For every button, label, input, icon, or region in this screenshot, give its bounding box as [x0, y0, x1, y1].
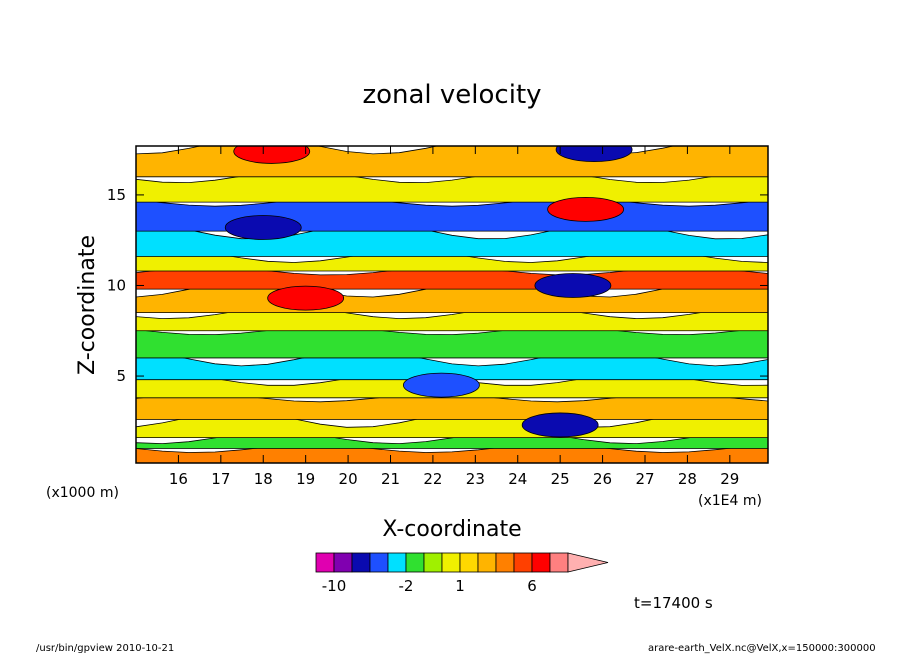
y-tick-label: 10 — [107, 276, 126, 294]
contour-core — [534, 273, 612, 298]
contour-core — [555, 146, 633, 163]
x-tick-label: 19 — [296, 470, 315, 488]
contour-core — [267, 285, 345, 311]
colorbar-label: -2 — [399, 577, 414, 595]
x-tick-label: 17 — [211, 470, 230, 488]
colorbar-arrow — [567, 552, 609, 573]
y-unit-label: (x1000 m) — [46, 485, 119, 501]
colorbar-label: 1 — [455, 577, 465, 595]
x-tick-label: 26 — [593, 470, 612, 488]
contour-band — [136, 326, 768, 359]
colorbar-cell — [441, 552, 461, 573]
plot-area — [136, 146, 768, 463]
colorbar-cell — [513, 552, 533, 573]
x-tick-label: 25 — [551, 470, 570, 488]
colorbar-cell — [315, 552, 335, 573]
footer-left: /usr/bin/gpview 2010-10-21 — [36, 643, 174, 654]
x-tick-label: 21 — [381, 470, 400, 488]
colorbar-cell — [459, 552, 479, 573]
contour-core — [547, 196, 625, 222]
x-tick-label: 29 — [720, 470, 739, 488]
x-unit-label: (x1E4 m) — [698, 493, 762, 509]
x-tick-label: 20 — [339, 470, 358, 488]
x-tick-label: 28 — [678, 470, 697, 488]
colorbar-cell — [405, 552, 425, 573]
contour-core — [402, 372, 480, 398]
contour-band — [136, 146, 768, 178]
x-tick-label: 16 — [169, 470, 188, 488]
contour-band — [136, 170, 768, 203]
y-axis-label: Z-coordinate — [75, 235, 100, 375]
colorbar-cell — [531, 552, 551, 573]
colorbar-label: -10 — [322, 577, 347, 595]
y-axis: 5 10 15 — [107, 186, 768, 385]
time-label: t=17400 s — [634, 594, 713, 612]
contour-core — [521, 412, 599, 438]
x-axis-label: X-coordinate — [382, 517, 521, 542]
contour-core — [224, 215, 302, 240]
colorbar-cell — [477, 552, 497, 573]
y-tick-label: 15 — [107, 186, 126, 204]
colorbar: -10 -2 1 6 — [315, 552, 609, 595]
colorbar-cell — [351, 552, 371, 573]
colorbar-cell — [549, 552, 569, 573]
colorbar-cell — [333, 552, 353, 573]
x-tick-label: 23 — [466, 470, 485, 488]
contour-band — [136, 444, 768, 463]
x-axis: 16 17 18 19 20 21 22 23 24 25 26 27 28 29 — [169, 146, 739, 488]
colorbar-cell — [369, 552, 389, 573]
y-tick-label: 5 — [116, 367, 126, 385]
chart-title: zonal velocity — [362, 80, 541, 110]
colorbar-cell — [423, 552, 443, 573]
colorbar-label: 6 — [527, 577, 537, 595]
colorbar-cell — [387, 552, 407, 573]
contour-core — [233, 146, 311, 164]
footer-right: arare-earth_VelX.nc@VelX,x=150000:300000 — [648, 643, 876, 654]
x-tick-label: 18 — [254, 470, 273, 488]
plot-frame — [135, 145, 769, 464]
x-tick-label: 22 — [423, 470, 442, 488]
colorbar-cell — [495, 552, 515, 573]
x-tick-label: 24 — [508, 470, 527, 488]
x-tick-label: 27 — [635, 470, 654, 488]
